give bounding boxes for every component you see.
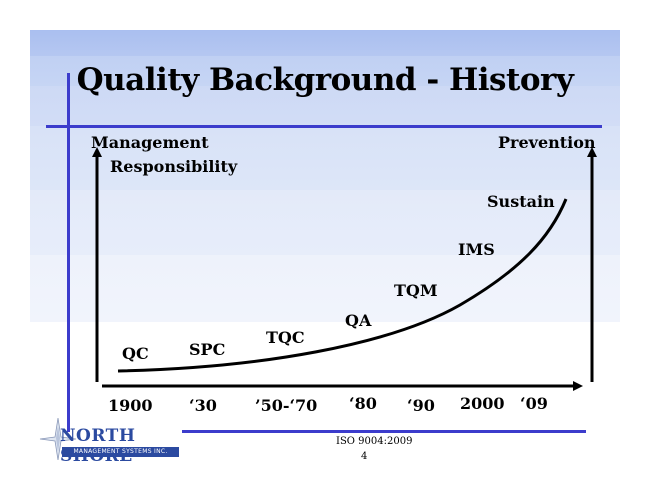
- north-shore-logo: NORTH SHORE MANAGEMENT SYSTEMS INC.: [38, 416, 182, 466]
- growth-curve: [117, 198, 568, 373]
- stage-label-tqc: TQC: [266, 328, 305, 347]
- logo-name: NORTH SHORE: [60, 426, 136, 466]
- stage-label-qa: QA: [345, 311, 372, 330]
- timeline-label-30: ‘30: [189, 396, 217, 415]
- footer-rule: [182, 430, 586, 433]
- background-bands: [30, 30, 620, 322]
- timeline-label-2000: 2000: [460, 394, 505, 413]
- timeline-label-50-70: ’50-‘70: [255, 396, 318, 415]
- stage-label-ims: IMS: [458, 240, 495, 259]
- timeline-label-80: ‘80: [349, 394, 377, 413]
- slide-title: Quality Background - History: [76, 62, 574, 98]
- prevention-label: Prevention: [498, 133, 596, 152]
- stage-label-qc: QC: [122, 344, 149, 363]
- vertical-accent-line: [67, 73, 70, 432]
- timeline-label-1900: 1900: [108, 396, 153, 415]
- stage-label-tqm: TQM: [394, 281, 438, 300]
- responsibility-label: Responsibility: [110, 157, 238, 176]
- logo-tagline: MANAGEMENT SYSTEMS INC.: [62, 447, 179, 457]
- compass-star-icon: [39, 417, 77, 461]
- page-number: 4: [361, 451, 368, 462]
- title-underline: [46, 125, 602, 128]
- timeline-label-09: ‘09: [520, 394, 548, 413]
- timeline-label-90: ‘90: [407, 396, 435, 415]
- management-label: Management: [91, 133, 209, 152]
- footer-standard: ISO 9004:2009: [336, 436, 413, 447]
- stage-label-sustain: Sustain: [487, 192, 555, 211]
- stage-label-spc: SPC: [189, 340, 226, 359]
